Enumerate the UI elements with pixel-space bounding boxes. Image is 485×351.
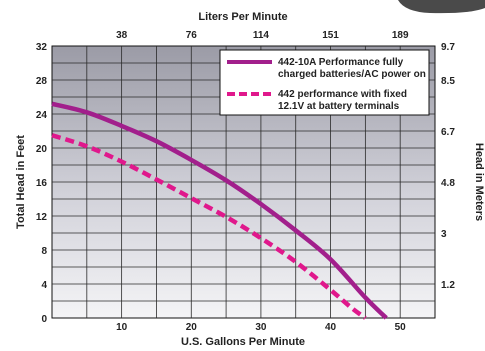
y-tick-label: 0 — [41, 314, 47, 325]
right-tick-label: 4.8 — [441, 178, 455, 189]
y-tick-label: 8 — [41, 246, 47, 257]
x-tick-label: 50 — [395, 322, 407, 333]
top-tick-label: 38 — [116, 30, 128, 41]
top-tick-label: 114 — [253, 30, 270, 41]
legend-label-2b: 12.1V at battery terminals — [278, 101, 400, 112]
legend: 442-10A Performance fully charged batter… — [219, 49, 430, 116]
right-tick-label: 6.7 — [441, 127, 455, 138]
top-axis-title: Liters Per Minute — [198, 11, 287, 23]
legend-label-2a: 442 performance with fixed — [278, 89, 407, 100]
tick-labels: 0 4 8 12 16 20 24 28 32 10 20 30 40 50 38 76 114 151 189 9.… — [36, 30, 455, 333]
right-tick-label: 8.5 — [441, 76, 455, 87]
right-axis-title: Head in Meters — [473, 143, 485, 221]
top-tick-label: 189 — [392, 30, 409, 41]
top-tick-label: 76 — [186, 30, 198, 41]
right-tick-label: 9.7 — [441, 42, 455, 53]
y-tick-label: 24 — [36, 110, 48, 121]
y-tick-label: 32 — [36, 42, 48, 53]
x-axis-title: U.S. Gallons Per Minute — [181, 336, 305, 348]
y-tick-label: 12 — [36, 212, 48, 223]
top-tick-label: 151 — [322, 30, 339, 41]
x-tick-label: 10 — [116, 322, 128, 333]
y-tick-label: 4 — [41, 280, 47, 291]
series-line-1 — [51, 101, 388, 320]
series-layer — [51, 101, 388, 320]
y-tick-label: 16 — [36, 178, 48, 189]
x-tick-label: 20 — [186, 322, 198, 333]
x-tick-label: 30 — [255, 322, 267, 333]
legend-label-1a: 442-10A Performance fully — [278, 57, 404, 68]
series-line-2 — [51, 133, 367, 320]
y-axis-title: Total Head in Feet — [15, 135, 27, 229]
y-tick-label: 20 — [36, 144, 48, 155]
y-tick-label: 28 — [36, 76, 48, 87]
right-tick-label: 1.2 — [441, 280, 455, 291]
right-tick-label: 3 — [441, 229, 447, 240]
x-tick-label: 40 — [325, 322, 337, 333]
legend-label-1b: charged batteries/AC power on — [278, 69, 426, 80]
corner-decoration — [398, 0, 485, 14]
